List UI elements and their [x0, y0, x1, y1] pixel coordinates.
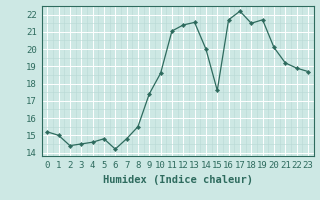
X-axis label: Humidex (Indice chaleur): Humidex (Indice chaleur) — [103, 175, 252, 185]
